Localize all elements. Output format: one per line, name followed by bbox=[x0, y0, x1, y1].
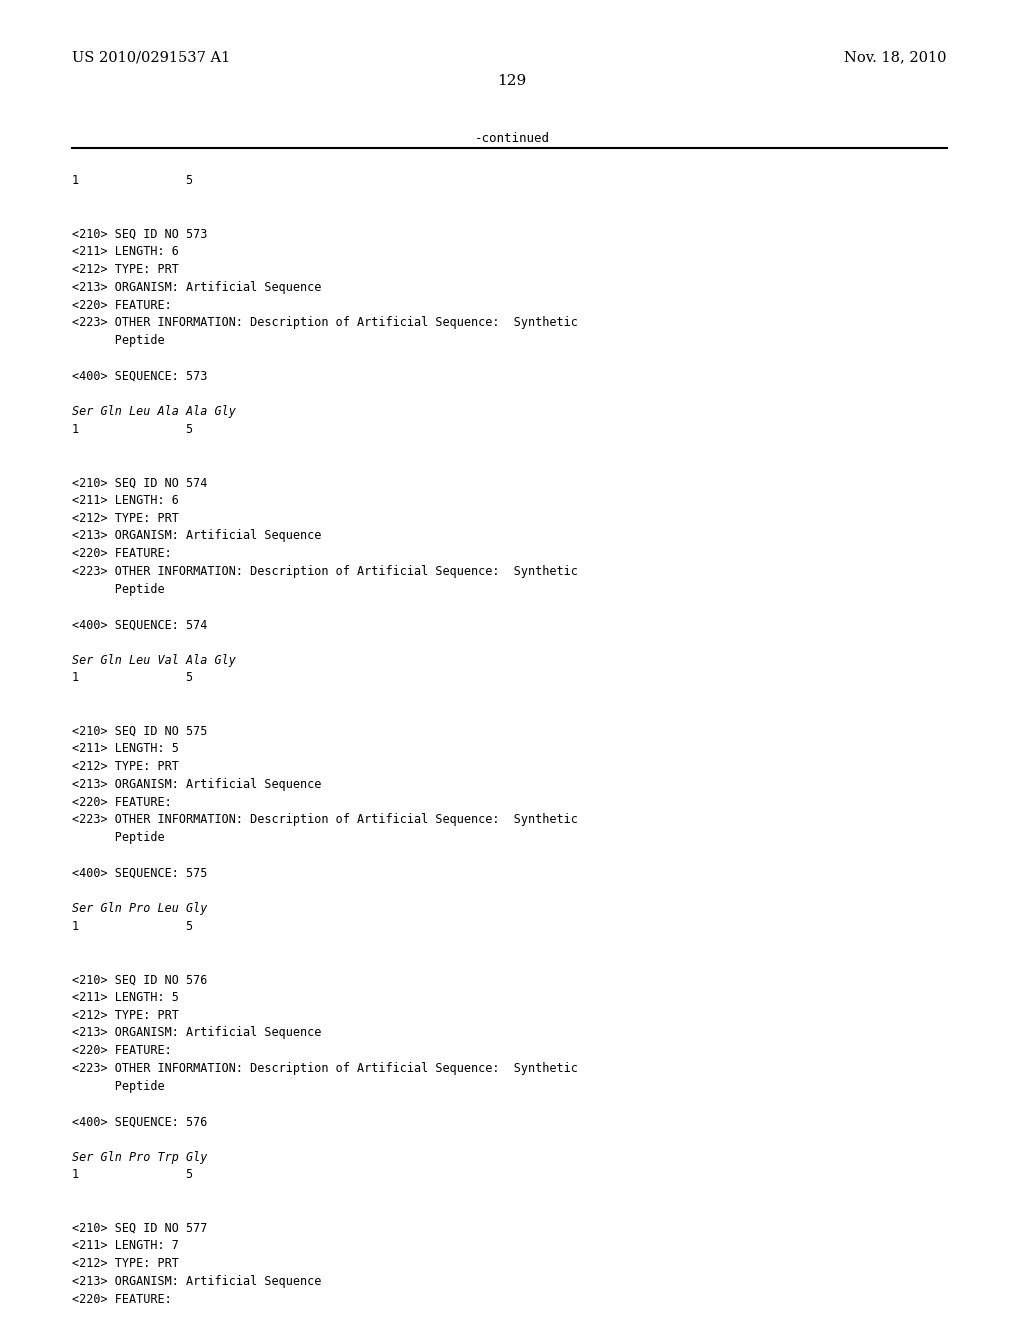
Text: <400> SEQUENCE: 576: <400> SEQUENCE: 576 bbox=[72, 1115, 208, 1129]
Text: <223> OTHER INFORMATION: Description of Artificial Sequence:  Synthetic: <223> OTHER INFORMATION: Description of … bbox=[72, 317, 578, 329]
Text: 1               5: 1 5 bbox=[72, 174, 194, 187]
Text: <210> SEQ ID NO 573: <210> SEQ ID NO 573 bbox=[72, 227, 208, 240]
Text: <220> FEATURE:: <220> FEATURE: bbox=[72, 1044, 172, 1057]
Text: <210> SEQ ID NO 575: <210> SEQ ID NO 575 bbox=[72, 725, 208, 738]
Text: <210> SEQ ID NO 576: <210> SEQ ID NO 576 bbox=[72, 973, 208, 986]
Text: -continued: -continued bbox=[474, 132, 550, 145]
Text: US 2010/0291537 A1: US 2010/0291537 A1 bbox=[72, 50, 230, 65]
Text: <223> OTHER INFORMATION: Description of Artificial Sequence:  Synthetic: <223> OTHER INFORMATION: Description of … bbox=[72, 813, 578, 826]
Text: Peptide: Peptide bbox=[72, 832, 165, 843]
Text: <211> LENGTH: 5: <211> LENGTH: 5 bbox=[72, 991, 179, 1005]
Text: Peptide: Peptide bbox=[72, 582, 165, 595]
Text: <223> OTHER INFORMATION: Description of Artificial Sequence:  Synthetic: <223> OTHER INFORMATION: Description of … bbox=[72, 565, 578, 578]
Text: <213> ORGANISM: Artificial Sequence: <213> ORGANISM: Artificial Sequence bbox=[72, 281, 322, 294]
Text: <211> LENGTH: 6: <211> LENGTH: 6 bbox=[72, 494, 179, 507]
Text: 1               5: 1 5 bbox=[72, 422, 194, 436]
Text: Nov. 18, 2010: Nov. 18, 2010 bbox=[845, 50, 947, 65]
Text: Ser Gln Pro Trp Gly: Ser Gln Pro Trp Gly bbox=[72, 1151, 208, 1164]
Text: <220> FEATURE:: <220> FEATURE: bbox=[72, 298, 172, 312]
Text: Ser Gln Leu Val Ala Gly: Ser Gln Leu Val Ala Gly bbox=[72, 653, 236, 667]
Text: 1               5: 1 5 bbox=[72, 920, 194, 933]
Text: <212> TYPE: PRT: <212> TYPE: PRT bbox=[72, 760, 179, 774]
Text: <213> ORGANISM: Artificial Sequence: <213> ORGANISM: Artificial Sequence bbox=[72, 1275, 322, 1288]
Text: <213> ORGANISM: Artificial Sequence: <213> ORGANISM: Artificial Sequence bbox=[72, 777, 322, 791]
Text: <211> LENGTH: 7: <211> LENGTH: 7 bbox=[72, 1239, 179, 1253]
Text: <211> LENGTH: 6: <211> LENGTH: 6 bbox=[72, 246, 179, 259]
Text: <212> TYPE: PRT: <212> TYPE: PRT bbox=[72, 1257, 179, 1270]
Text: <220> FEATURE:: <220> FEATURE: bbox=[72, 546, 172, 560]
Text: Peptide: Peptide bbox=[72, 1080, 165, 1093]
Text: <210> SEQ ID NO 577: <210> SEQ ID NO 577 bbox=[72, 1222, 208, 1234]
Text: <212> TYPE: PRT: <212> TYPE: PRT bbox=[72, 512, 179, 524]
Text: <211> LENGTH: 5: <211> LENGTH: 5 bbox=[72, 742, 179, 755]
Text: <210> SEQ ID NO 574: <210> SEQ ID NO 574 bbox=[72, 477, 208, 488]
Text: Ser Gln Pro Leu Gly: Ser Gln Pro Leu Gly bbox=[72, 902, 208, 915]
Text: <400> SEQUENCE: 574: <400> SEQUENCE: 574 bbox=[72, 618, 208, 631]
Text: <220> FEATURE:: <220> FEATURE: bbox=[72, 796, 172, 809]
Text: 1               5: 1 5 bbox=[72, 672, 194, 684]
Text: 1               5: 1 5 bbox=[72, 1168, 194, 1181]
Text: <400> SEQUENCE: 573: <400> SEQUENCE: 573 bbox=[72, 370, 208, 383]
Text: <400> SEQUENCE: 575: <400> SEQUENCE: 575 bbox=[72, 867, 208, 879]
Text: <213> ORGANISM: Artificial Sequence: <213> ORGANISM: Artificial Sequence bbox=[72, 1027, 322, 1039]
Text: 129: 129 bbox=[498, 74, 526, 88]
Text: <212> TYPE: PRT: <212> TYPE: PRT bbox=[72, 1008, 179, 1022]
Text: <213> ORGANISM: Artificial Sequence: <213> ORGANISM: Artificial Sequence bbox=[72, 529, 322, 543]
Text: <212> TYPE: PRT: <212> TYPE: PRT bbox=[72, 263, 179, 276]
Text: Ser Gln Leu Ala Ala Gly: Ser Gln Leu Ala Ala Gly bbox=[72, 405, 236, 418]
Text: Peptide: Peptide bbox=[72, 334, 165, 347]
Text: <223> OTHER INFORMATION: Description of Artificial Sequence:  Synthetic: <223> OTHER INFORMATION: Description of … bbox=[72, 1061, 578, 1074]
Text: <220> FEATURE:: <220> FEATURE: bbox=[72, 1292, 172, 1305]
